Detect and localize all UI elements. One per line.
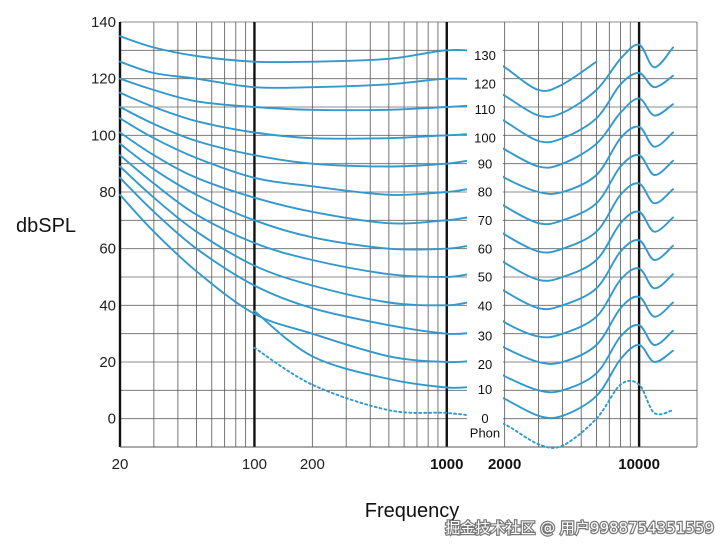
phon-label-100: 100: [474, 130, 496, 145]
phon-label-40: 40: [478, 299, 492, 314]
phon-label-20: 20: [478, 357, 492, 372]
phon-curve-30: [119, 176, 674, 365]
phon-label-30: 30: [478, 329, 492, 344]
y-tick-label: 60: [99, 241, 116, 258]
x-tick-label: 2000: [488, 456, 521, 473]
y-tick-label: 20: [99, 354, 116, 371]
grid: [118, 21, 698, 448]
phon-label-130: 130: [474, 48, 496, 63]
phon-curve-60: [119, 142, 674, 282]
phon-curve-10: [253, 310, 674, 420]
phon-label-70: 70: [478, 213, 492, 228]
x-tick-label: 100: [242, 456, 267, 473]
y-tick-label: 0: [108, 411, 116, 428]
watermark: 掘金技术社区 @ 用户9988754351559: [445, 519, 714, 537]
phon-labels: 0 10 20 30 40 50 60 70 80 90 100 110 120 130: [474, 48, 496, 426]
phon-unit-label: Phon: [470, 425, 500, 440]
x-axis-title: Frequency: [365, 500, 460, 522]
x-tick-label: 10000: [618, 456, 660, 473]
phon-label-background: [466, 30, 503, 445]
phon-curve-50: [119, 154, 674, 311]
x-tick-label: 1000: [430, 456, 463, 473]
phon-label-10: 10: [478, 382, 492, 397]
phon-curve-100: [119, 91, 674, 169]
curves: [119, 35, 674, 449]
phon-label-120: 120: [474, 77, 496, 92]
y-tick-label: 100: [91, 127, 116, 144]
phon-label-50: 50: [478, 270, 492, 285]
y-tick-labels: 0 20 40 60 80 100 120 140: [91, 14, 116, 428]
y-tick-label: 140: [91, 14, 116, 31]
phon-label-110: 110: [475, 102, 496, 117]
x-tick-label: 20: [112, 456, 129, 473]
phon-curve-120: [119, 43, 674, 118]
phon-curve-80: [119, 117, 674, 226]
y-axis-title: dbSPL: [16, 215, 76, 237]
x-tick-labels: 20 100 200 1000 2000 10000: [112, 456, 660, 473]
x-tick-label: 200: [300, 456, 325, 473]
y-tick-label: 40: [99, 297, 116, 314]
y-tick-label: 80: [99, 184, 116, 201]
y-tick-label: 120: [91, 71, 116, 88]
phon-label-80: 80: [478, 185, 492, 200]
phon-label-60: 60: [478, 241, 492, 256]
phon-curve-130: [119, 35, 598, 92]
phon-label-0: 0: [481, 411, 488, 426]
phon-curve-0: [253, 346, 674, 449]
phon-label-90: 90: [478, 156, 492, 171]
phon-curve-70: [119, 131, 674, 254]
